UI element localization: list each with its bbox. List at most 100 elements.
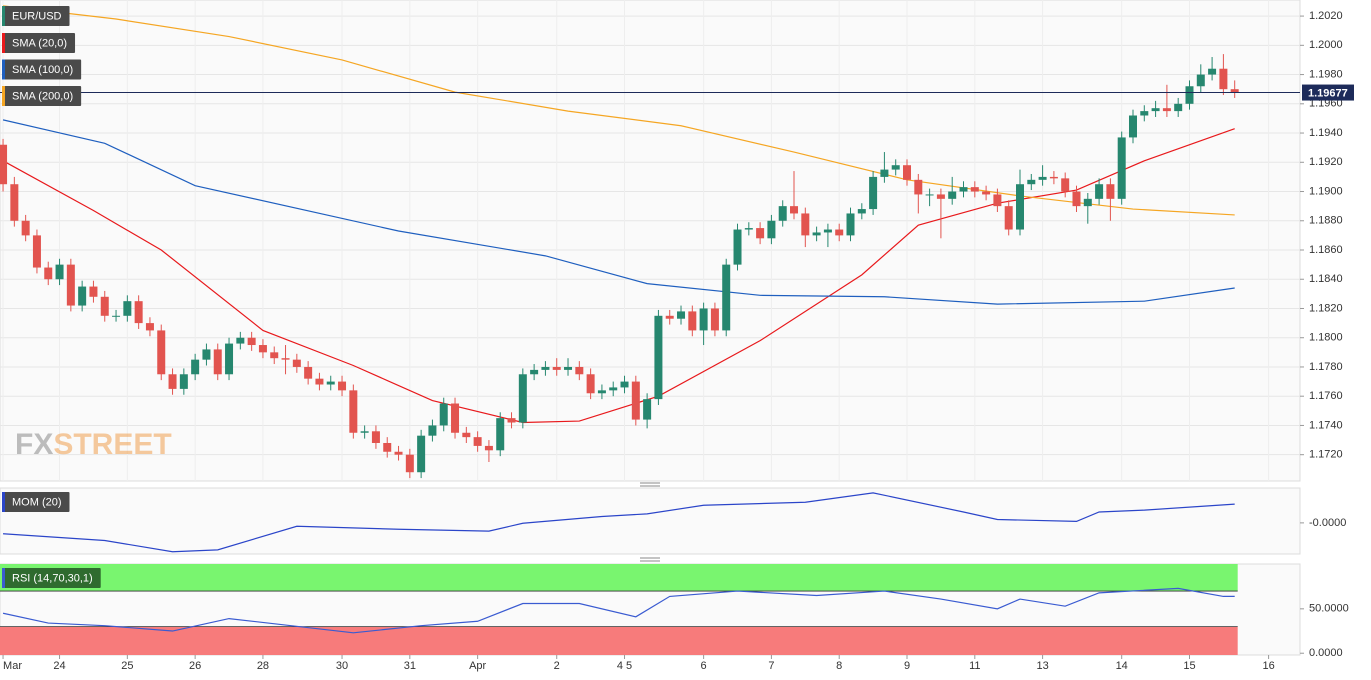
legend-label: EUR/USD [12,10,62,22]
candle-body [394,451,403,455]
candle-body [722,264,731,331]
resize-grip[interactable] [640,482,660,487]
candle-body [439,403,448,426]
legend-label: MOM (20) [12,496,62,508]
candle-body [857,209,866,214]
candle-body [213,349,222,375]
y-tick-label: 1.1920 [1309,156,1343,168]
candle-body [903,165,912,180]
candle-body [21,220,30,236]
band [0,564,1238,592]
candle-body [168,374,177,389]
x-tick-label: 7 [768,660,774,672]
x-tick-label: 8 [836,660,842,672]
y-tick-label: 1.1820 [1309,302,1343,314]
line-series [2,128,1235,424]
candle-body [326,381,335,385]
y-tick-label: 0.0000 [1309,647,1343,659]
x-tick-label: 11 [969,660,980,672]
candle-body [609,387,618,391]
candle-body [100,296,109,316]
candle-body [315,378,324,385]
legend-swatch [2,33,5,53]
candle-body [914,179,923,195]
candle-body [247,337,256,346]
candle-body [484,445,493,451]
y-tick-label: 1.1900 [1309,185,1343,197]
y-tick-label: 1.1960 [1309,98,1343,110]
y-tick-label: 1.1800 [1309,332,1343,344]
candle-body [281,358,290,360]
candle-body [1174,103,1183,112]
candle-body [1095,184,1104,199]
y-tick-label: 1.1940 [1309,127,1343,139]
x-tick-label: 30 [336,660,348,672]
candle-body [1185,86,1194,104]
candle-body [733,229,742,265]
candle-body [597,390,606,394]
x-tick-label: Mar [3,660,22,672]
candle-body [1083,198,1092,207]
candle-body [225,343,234,375]
candle-body [1230,89,1239,93]
legend-item[interactable]: EUR/USD [2,6,70,26]
x-tick-label: 26 [189,660,201,672]
y-tick-label: -0.0000 [1309,517,1346,529]
last-price-box [1302,84,1354,101]
candle-body [620,381,629,388]
candle-body [778,206,787,221]
candle-body [688,311,697,331]
band [0,626,1238,655]
legend-box [2,59,82,80]
x-tick-label: 24 [53,660,65,672]
candle-body [948,191,957,199]
candle-body [1027,179,1036,185]
legend-item[interactable]: SMA (200,0) [2,86,82,106]
candle-body [405,454,414,473]
legend-swatch [2,59,5,80]
candle-body [507,418,516,423]
candle-body [665,315,674,319]
candle-body [270,352,279,359]
candle-body [756,228,765,239]
legend-box [2,568,101,588]
legend-item[interactable]: MOM (20) [2,492,70,512]
candle-body [677,311,686,319]
legend-swatch [2,6,5,26]
legend-item[interactable]: SMA (100,0) [2,59,82,80]
candle-body [191,359,200,375]
candle-body [258,345,267,353]
watermark-street: STREET [53,428,171,461]
legend-item[interactable]: SMA (20,0) [2,33,76,53]
candle-body [869,176,878,210]
x-tick-label: 16 [1262,660,1274,672]
candle-body [496,418,505,451]
candle-body [812,232,821,236]
candle-body [383,442,392,452]
y-tick-label: 1.1740 [1309,419,1343,431]
legend-label: SMA (100,0) [12,64,73,76]
watermark: FXSTREET [15,428,172,461]
candle-body [993,194,1002,207]
candle-body [1072,191,1081,207]
candle-body [78,286,87,306]
candle-body [1038,176,1047,180]
legend-item[interactable]: RSI (14,70,30,1) [2,568,101,588]
resize-grip[interactable] [640,557,660,562]
candle-body [518,374,527,423]
y-tick-label: 1.2000 [1309,39,1343,51]
candle-body [699,308,708,331]
candle-body [586,374,595,394]
x-tick-label: 6 [701,660,707,672]
candle-body [473,437,482,446]
candle-body [112,315,121,317]
legend-label: RSI (14,70,30,1) [12,572,93,584]
watermark-fx: FX [15,428,53,461]
candle-body [338,381,347,391]
y-tick-label: 1.1880 [1309,215,1343,227]
candle-body [44,267,53,280]
last-price-label: 1.19677 [1308,87,1348,99]
mom-panel [0,487,1301,555]
